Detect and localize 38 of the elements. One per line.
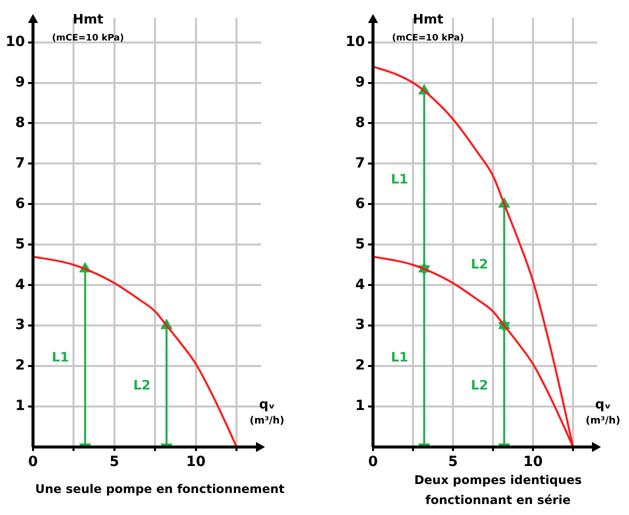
y-tick-label: 1: [355, 398, 365, 414]
y-tick-label: 5: [15, 236, 25, 252]
y-tick-label: 2: [15, 358, 25, 374]
y-axis-title: Hmt (mCE=10 kPa): [52, 12, 124, 44]
series-label: L2: [133, 378, 151, 394]
y-tick-label: 7: [15, 155, 25, 172]
y-tick-label: 2: [355, 358, 365, 374]
y-tick-label: 3: [15, 317, 25, 334]
y-tick-label: 10: [6, 34, 26, 50]
y-tick-label: 6: [15, 196, 25, 212]
y-tick-label: 4: [15, 276, 26, 293]
y-tick-label: 5: [355, 236, 365, 252]
y-tick-label: 7: [355, 155, 365, 172]
series-label: L2: [470, 378, 488, 394]
x-tick-label: 5: [110, 454, 120, 470]
text: Une seule pompe en fonctionnement: [35, 482, 285, 496]
y-tick-label: 10: [346, 34, 366, 50]
y-tick-label: 3: [355, 317, 365, 334]
x-tick-label: 0: [368, 454, 378, 470]
x-tick-label: 10: [523, 454, 543, 470]
y-tick-label: 9: [15, 74, 25, 90]
y-tick-label: 1: [15, 398, 25, 414]
series-label: L1: [52, 350, 70, 366]
y-tick-label: 8: [15, 114, 25, 131]
x-axis-title: qᵥ (m³/h): [586, 397, 620, 427]
series-label: L1: [390, 350, 408, 366]
y-tick-label: 9: [355, 74, 365, 90]
x-tick-label: 0: [28, 454, 38, 470]
y-tick-label: 8: [355, 114, 365, 131]
x-axis-title: qᵥ (m³/h): [250, 397, 284, 427]
x-tick-label: 10: [186, 454, 206, 470]
series-label: L2: [470, 257, 488, 272]
y-tick-label: 4: [355, 276, 366, 293]
series-label: L1: [390, 172, 408, 188]
x-tick-label: 5: [448, 454, 458, 470]
y-axis-title: Hmt (mCE=10 kPa): [392, 12, 464, 44]
text: Deux pompes identiques fonctionnant en série: [414, 473, 582, 508]
y-tick-label: 6: [355, 196, 365, 212]
